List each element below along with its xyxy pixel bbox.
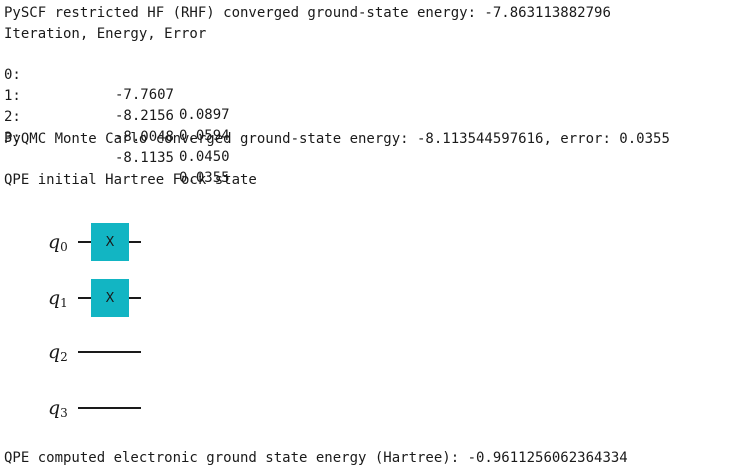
iteration-number: 1:	[4, 88, 21, 104]
iteration-error: 0.0594	[179, 128, 230, 144]
iteration-number: 2:	[4, 109, 21, 125]
table-row: 3: -8.1135 0.0355	[4, 108, 230, 186]
qubit-label: q1	[48, 287, 68, 310]
iteration-number: 0:	[4, 67, 21, 83]
qpe-result-line: QPE computed electronic ground state ene…	[4, 450, 628, 466]
iteration-energy: -7.7607	[114, 87, 174, 103]
qubit-label: q2	[48, 341, 68, 364]
quantum-circuit-diagram: q0 X q1 X q2 q3	[0, 210, 200, 430]
iteration-error: 0.0897	[179, 107, 230, 123]
qpe-circuit-title: QPE initial Hartree Fock state	[4, 172, 257, 188]
iteration-error: 0.0355	[179, 170, 230, 186]
table-row: 2: -8.0048 0.0450	[4, 87, 230, 165]
qubit-wire	[78, 351, 141, 353]
table-row: 0: -7.7607 0.0897	[4, 45, 230, 123]
iteration-energy: -8.2156	[114, 108, 174, 124]
qubit-label: q3	[48, 397, 68, 420]
iteration-energy: -8.1135	[114, 150, 174, 166]
iteration-table-header: Iteration, Energy, Error	[4, 26, 207, 42]
pyscf-energy-line: PySCF restricted HF (RHF) converged grou…	[4, 5, 611, 21]
iteration-energy: -8.0048	[114, 129, 174, 145]
x-gate: X	[91, 279, 129, 317]
x-gate: X	[91, 223, 129, 261]
iteration-number: 3:	[4, 130, 21, 146]
qubit-label: q0	[48, 231, 68, 254]
qubit-wire	[78, 407, 141, 409]
table-row: 1: -8.2156 0.0594	[4, 66, 230, 144]
iteration-error: 0.0450	[179, 149, 230, 165]
pyqmc-energy-line: PyQMC Monte Carlo converged ground-state…	[4, 131, 670, 147]
